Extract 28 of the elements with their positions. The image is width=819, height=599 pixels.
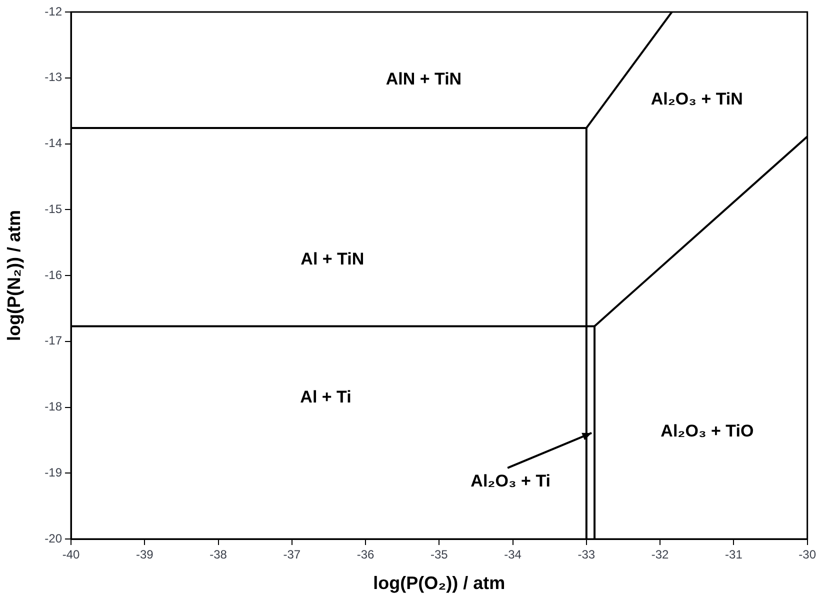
annotation: Al + Ti [300, 387, 352, 406]
x-tick-label: -32 [651, 548, 670, 562]
annotation: Al₂O₃ + TiN [650, 90, 743, 109]
y-tick-label: -15 [44, 202, 62, 216]
y-axis-title: log(P(N₂)) / atm [4, 210, 24, 341]
x-tick-label: -30 [798, 548, 816, 562]
x-tick-label: -35 [430, 548, 448, 562]
x-tick-label: -38 [210, 548, 228, 562]
annotation: Al + TiN [300, 249, 364, 268]
annotation: AlN + TiN [386, 70, 462, 89]
x-tick-label: -31 [725, 548, 743, 562]
x-tick-label: -39 [136, 548, 154, 562]
y-tick-label: -19 [44, 465, 62, 480]
y-tick-label: -16 [44, 268, 62, 282]
y-tick-label: -18 [44, 400, 62, 414]
x-tick-label: -40 [62, 548, 80, 562]
annotation: Al₂O₃ + Ti [470, 472, 550, 491]
x-tick-label: -37 [283, 548, 301, 562]
y-tick-label: -13 [44, 70, 62, 84]
x-axis-title: log(P(O₂)) / atm [373, 573, 506, 594]
y-tick-label: -14 [44, 136, 62, 150]
annotation: Al₂O₃ + TiO [660, 422, 754, 441]
y-tick-label: -17 [44, 334, 62, 348]
y-tick-label: -20 [44, 531, 62, 546]
x-tick-label: -34 [504, 548, 522, 562]
x-tick-label: -36 [356, 548, 375, 562]
y-tick-label: -12 [44, 4, 62, 18]
x-tick-label: -33 [578, 548, 596, 562]
